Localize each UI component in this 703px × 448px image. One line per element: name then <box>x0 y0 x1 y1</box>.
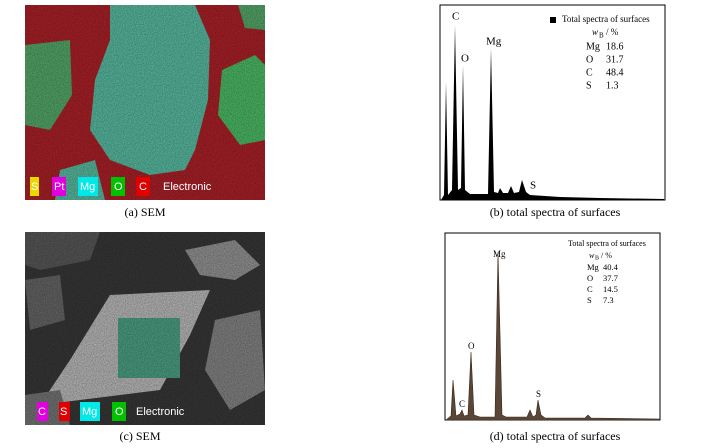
legend-label: Mg <box>82 406 97 418</box>
peak-label: O <box>468 341 475 351</box>
unit-subscript: B <box>599 32 604 40</box>
legend-label: Pt <box>54 181 64 193</box>
spectrum-b <box>439 4 666 201</box>
element-label: C <box>586 67 593 78</box>
element-value: 40.4 <box>603 262 619 272</box>
peak-label: C <box>459 399 465 409</box>
unit-symbol: w <box>592 27 598 37</box>
peak-label: O <box>461 53 469 65</box>
element-label: S <box>586 80 592 91</box>
caption: (d) total spectra of surfaces <box>490 429 621 443</box>
composition-table: Mg 18.6 O 31.7 C 48.4 S 1.3 <box>586 41 624 91</box>
legend-label: O <box>115 406 124 418</box>
legend-label: Mg <box>80 181 95 193</box>
legend-label: C <box>38 406 46 418</box>
legend-label: O <box>114 181 123 193</box>
sem-map-a <box>25 5 265 200</box>
element-value: 48.4 <box>606 67 624 78</box>
element-label: Mg <box>586 41 600 52</box>
legend-label: S <box>60 406 67 418</box>
legend-marker <box>550 17 556 23</box>
spectrum-d <box>444 232 661 421</box>
element-value: 7.3 <box>603 295 614 305</box>
element-label: O <box>587 273 593 283</box>
legend-title: Total spectra of surfaces <box>562 14 650 24</box>
legend-label: Electronic <box>163 181 212 193</box>
unit-symbol: w <box>589 251 595 260</box>
composition-table: Mg 40.4 O 37.7 C 14.5 S 7.3 <box>587 262 619 305</box>
unit-suffix: / % <box>601 251 612 260</box>
peak-label: S <box>536 389 541 399</box>
element-value: 18.6 <box>606 41 624 52</box>
peak-label: Mg <box>486 36 502 48</box>
caption: (a) SEM <box>125 205 166 219</box>
legend-c: C S Mg O Electronic <box>37 402 185 421</box>
element-value: 37.7 <box>603 273 618 283</box>
peak-label: C <box>452 11 459 23</box>
element-label: C <box>587 284 593 294</box>
peak-label: Mg <box>493 249 506 259</box>
sem-map-c <box>25 232 265 425</box>
legend-label: S <box>31 181 38 193</box>
peak-label: S <box>530 180 536 192</box>
element-value: 1.3 <box>606 80 619 91</box>
unit-subscript: B <box>595 255 599 261</box>
element-label: Mg <box>587 262 600 272</box>
caption: (c) SEM <box>120 429 161 443</box>
element-label: S <box>587 295 592 305</box>
caption: (b) total spectra of surfaces <box>490 205 621 219</box>
element-value: 31.7 <box>606 54 624 65</box>
element-label: O <box>586 54 593 65</box>
legend-a: S Pt Mg O C Electronic <box>30 177 212 196</box>
element-value: 14.5 <box>603 284 618 294</box>
legend-label: C <box>139 181 147 193</box>
unit-suffix: / % <box>606 27 619 37</box>
legend-label: Electronic <box>136 406 185 418</box>
legend-title: Total spectra of surfaces <box>568 239 646 248</box>
